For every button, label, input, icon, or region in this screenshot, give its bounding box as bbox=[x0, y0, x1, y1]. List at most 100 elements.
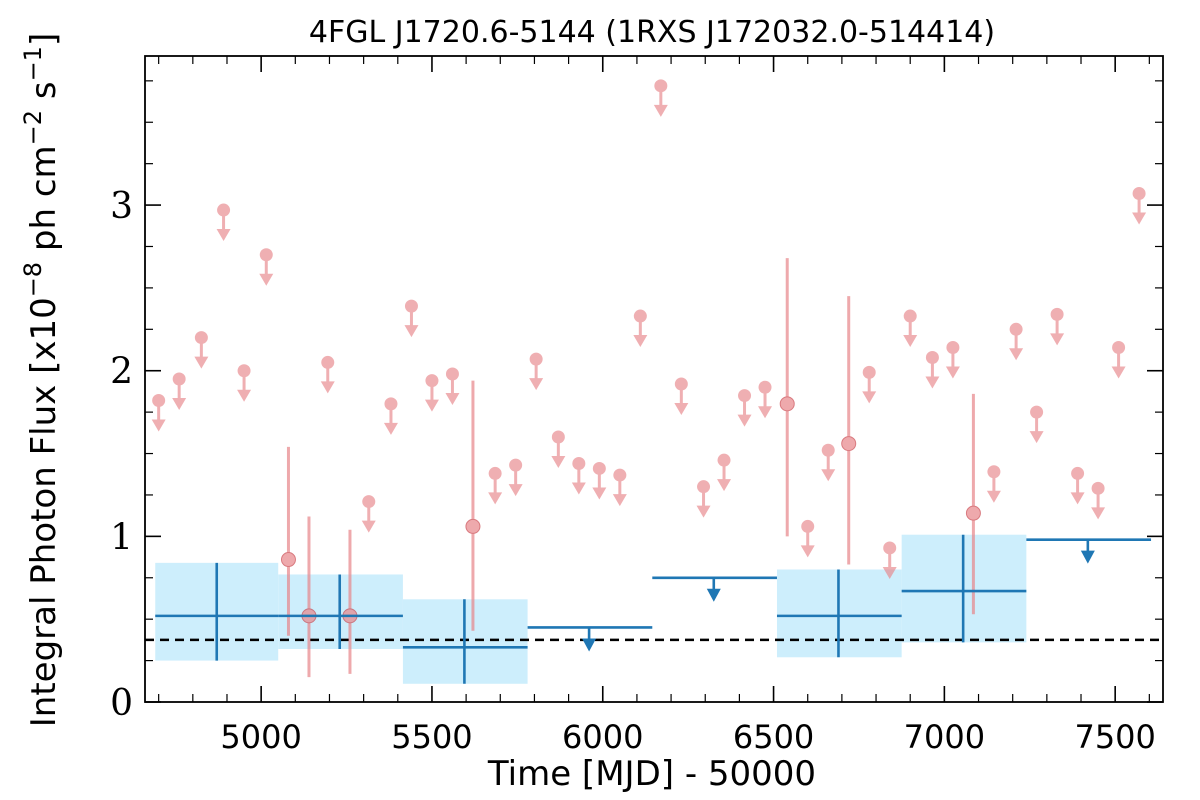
monthly-upper-limit-34 bbox=[1009, 322, 1024, 361]
axis-ticks-layer bbox=[145, 56, 1163, 703]
ul-arrow bbox=[821, 469, 836, 482]
y-label-end: ] bbox=[24, 33, 64, 46]
ul-marker bbox=[758, 380, 772, 394]
y-tick-label-3: 3 bbox=[110, 186, 133, 227]
monthly-upper-limit-29 bbox=[882, 541, 897, 579]
y-label-mid: ph cm bbox=[24, 145, 64, 262]
yearly-detection-1 bbox=[278, 574, 403, 649]
monthly-upper-limit-24 bbox=[737, 389, 752, 427]
ul-marker bbox=[1050, 307, 1064, 321]
monthly-upper-limit-9 bbox=[404, 299, 419, 338]
ul-arrow bbox=[508, 484, 523, 497]
monthly-upper-limit-11 bbox=[445, 367, 460, 406]
monthly-upper-limit-20 bbox=[653, 79, 668, 117]
detection-marker bbox=[280, 552, 296, 568]
ul-arrow bbox=[571, 482, 586, 495]
ul-marker bbox=[883, 541, 897, 555]
ul-arrow bbox=[925, 376, 940, 389]
ul-marker bbox=[717, 453, 731, 467]
yearly-ul-arrow bbox=[582, 638, 597, 652]
monthly-upper-limit-14 bbox=[529, 352, 544, 391]
monthly-upper-limit-38 bbox=[1091, 481, 1106, 520]
ul-marker bbox=[1071, 466, 1085, 480]
monthly-upper-limit-5 bbox=[259, 248, 274, 286]
monthly-upper-limit-40 bbox=[1132, 186, 1147, 225]
monthly-upper-limit-4 bbox=[237, 364, 252, 402]
chart-title: 4FGL J1720.6-5144 (1RXS J172032.0-514414… bbox=[309, 15, 995, 50]
detection-marker bbox=[779, 396, 795, 412]
ul-arrow bbox=[445, 393, 460, 406]
ul-arrow bbox=[1091, 507, 1106, 520]
x-tick-label-4: 7000 bbox=[904, 718, 985, 756]
monthly-upper-limit-17 bbox=[592, 461, 607, 500]
ul-marker bbox=[194, 331, 208, 345]
ul-arrow bbox=[1029, 431, 1044, 444]
monthly-upper-limit-21 bbox=[674, 377, 689, 415]
ul-marker bbox=[697, 480, 711, 494]
ul-marker bbox=[488, 466, 502, 480]
x-tick-labels: 5000 5500 6000 6500 7000 7500 bbox=[220, 718, 1155, 756]
ul-marker bbox=[384, 397, 398, 411]
monthly-upper-limit-25 bbox=[758, 380, 773, 419]
yearly-upper-limit-2 bbox=[1026, 538, 1152, 564]
monthly-upper-limit-3 bbox=[216, 203, 231, 242]
yearly-upper-limit-0 bbox=[527, 626, 653, 652]
x-tick-label-3: 6500 bbox=[733, 718, 814, 756]
monthly-upper-limit-8 bbox=[383, 397, 398, 435]
ul-arrow bbox=[612, 494, 627, 507]
x-tick-label-0: 5000 bbox=[220, 718, 301, 756]
monthly-upper-limit-32 bbox=[945, 341, 960, 379]
ul-arrow bbox=[633, 335, 648, 348]
ul-arrow bbox=[361, 520, 376, 533]
ul-arrow bbox=[862, 391, 877, 404]
ul-arrow bbox=[1070, 492, 1085, 505]
ul-marker bbox=[654, 79, 668, 93]
ul-marker bbox=[152, 394, 166, 408]
monthly-upper-limit-15 bbox=[551, 430, 566, 468]
monthly-upper-limit-37 bbox=[1070, 466, 1085, 505]
ul-marker bbox=[172, 372, 186, 386]
ul-marker bbox=[321, 355, 335, 369]
ul-arrow bbox=[758, 406, 773, 419]
x-tick-label-1: 5500 bbox=[391, 718, 472, 756]
ul-arrow bbox=[404, 325, 419, 338]
ul-arrow bbox=[1050, 333, 1065, 346]
monthly-upper-limit-0 bbox=[151, 394, 166, 432]
ul-marker bbox=[903, 309, 917, 323]
monthly-detection-5 bbox=[841, 296, 857, 565]
ul-marker bbox=[1132, 186, 1146, 200]
y-label-exp2: −2 bbox=[19, 110, 47, 145]
ul-arrow bbox=[237, 389, 252, 402]
monthly-points-layer bbox=[151, 79, 1147, 678]
monthly-upper-limit-12 bbox=[488, 466, 503, 505]
ul-marker bbox=[259, 248, 273, 262]
ul-marker bbox=[946, 341, 960, 355]
yearly-detection-3 bbox=[776, 569, 902, 658]
ul-arrow bbox=[717, 479, 732, 492]
monthly-upper-limit-6 bbox=[320, 355, 335, 394]
ul-arrow bbox=[653, 104, 668, 117]
ul-marker bbox=[925, 350, 939, 364]
yearly-upper-limit-1 bbox=[652, 576, 777, 602]
yearly-detection-0 bbox=[155, 562, 279, 661]
monthly-upper-limit-16 bbox=[571, 456, 586, 495]
x-tick-label-5: 7500 bbox=[1074, 718, 1155, 756]
ul-marker bbox=[738, 389, 752, 403]
ul-arrow bbox=[882, 566, 897, 579]
detection-marker bbox=[841, 436, 857, 452]
ul-arrow bbox=[986, 490, 1001, 503]
ul-marker bbox=[217, 203, 231, 217]
ul-marker bbox=[801, 519, 815, 533]
ul-arrow bbox=[488, 492, 503, 505]
ul-arrow bbox=[737, 414, 752, 427]
monthly-upper-limit-7 bbox=[361, 495, 376, 533]
ul-marker bbox=[572, 456, 586, 470]
monthly-upper-limit-13 bbox=[508, 458, 523, 497]
ul-arrow bbox=[1111, 366, 1126, 379]
ul-marker bbox=[674, 377, 688, 391]
ul-arrow bbox=[945, 366, 960, 379]
monthly-upper-limit-36 bbox=[1050, 307, 1065, 346]
monthly-upper-limit-1 bbox=[172, 372, 187, 410]
monthly-detection-3 bbox=[465, 380, 481, 631]
y-label-exp3: −1 bbox=[19, 46, 47, 81]
